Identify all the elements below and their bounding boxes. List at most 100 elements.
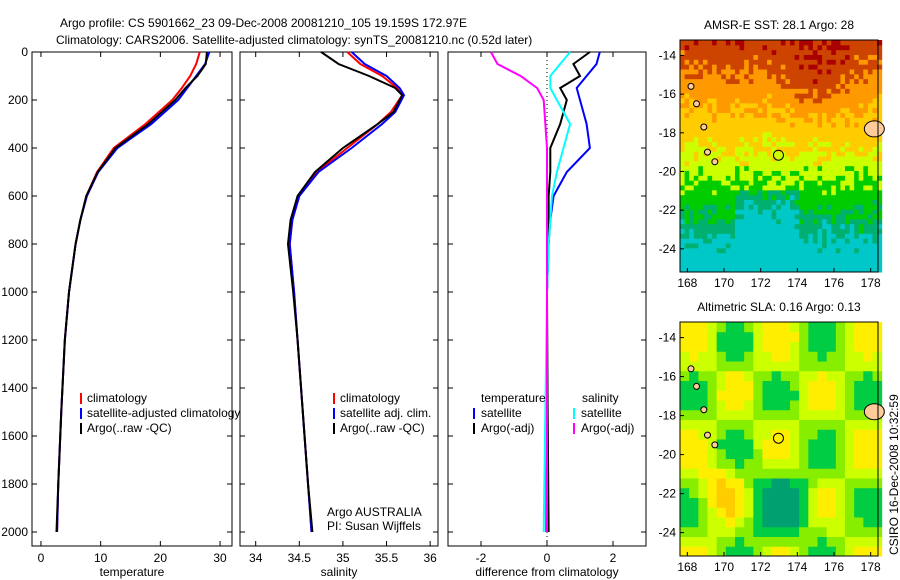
map-cell	[721, 93, 727, 99]
map-cell	[808, 44, 814, 51]
map-cell	[721, 151, 727, 157]
map-cell	[854, 88, 860, 94]
map-cell	[812, 223, 818, 229]
map-cell	[826, 54, 832, 60]
map-cell	[712, 40, 718, 46]
island-vanuatu	[700, 123, 708, 131]
map-cell	[744, 175, 750, 181]
map-cell	[803, 151, 809, 157]
y-tick-label: -14	[659, 331, 677, 345]
map-cell	[858, 238, 864, 244]
map-cell	[698, 117, 704, 123]
map-cell	[716, 448, 727, 459]
map-cell	[794, 257, 800, 263]
map-cell	[808, 361, 818, 372]
map-cell	[757, 107, 763, 113]
map-cell	[849, 136, 855, 142]
map-cell	[698, 468, 708, 479]
map-cell	[822, 199, 828, 205]
map-cell	[680, 341, 690, 352]
map-cell	[739, 199, 745, 205]
map-cell	[680, 127, 686, 133]
map-cell	[817, 49, 823, 55]
island-vanuatu	[693, 382, 700, 390]
map-cell	[867, 44, 873, 51]
map-cell	[739, 233, 745, 239]
x-axis-label: difference from climatology	[475, 565, 618, 579]
map-cell	[817, 107, 823, 113]
map-cell	[808, 429, 818, 440]
map-cell	[863, 331, 873, 342]
map-cell	[799, 223, 805, 229]
map-cell	[680, 88, 686, 94]
map-cell	[735, 93, 741, 99]
map-cell	[790, 507, 800, 518]
map-cell	[680, 361, 690, 372]
map-cell	[858, 180, 864, 186]
map-cell	[877, 194, 883, 200]
map-cell	[794, 165, 800, 171]
map-cell	[725, 243, 731, 249]
map-cell	[845, 78, 851, 84]
map-cell	[693, 189, 699, 196]
map-cell	[799, 507, 809, 518]
map-cell	[684, 156, 690, 162]
map-cell	[845, 131, 851, 138]
map-cell	[831, 93, 837, 99]
map-cell	[858, 122, 864, 128]
map-cell	[776, 146, 782, 152]
map-cell	[780, 165, 786, 171]
map-cell	[689, 93, 695, 99]
map-cell	[753, 228, 759, 234]
map-cell	[767, 49, 773, 55]
map-cell	[712, 98, 718, 104]
map-cell	[698, 175, 704, 181]
map-cell	[693, 54, 699, 60]
map-cell	[702, 49, 708, 55]
map-cell	[748, 252, 754, 258]
map-cell	[835, 267, 841, 273]
map-cell	[790, 69, 796, 75]
map-cell	[730, 267, 736, 273]
map-cell	[790, 478, 800, 489]
map-cell	[808, 228, 814, 234]
map-cell	[858, 98, 864, 104]
map-cell	[721, 223, 727, 229]
map-cell	[799, 458, 809, 469]
map-cell	[753, 380, 763, 391]
map-cell	[757, 247, 763, 254]
map-sla	[680, 322, 883, 557]
map-cell	[790, 223, 796, 229]
map-cell	[858, 156, 864, 162]
map-cell	[849, 117, 855, 123]
map-cell	[771, 262, 777, 268]
map-cell	[780, 83, 786, 89]
map-cell	[680, 536, 690, 547]
map-cell	[753, 257, 759, 263]
map-cell	[712, 112, 718, 118]
map-cell	[753, 209, 759, 215]
map-cell	[877, 267, 883, 273]
map-cell	[799, 331, 809, 342]
map-cell	[757, 223, 763, 229]
map-cell	[735, 146, 741, 152]
map-cell	[776, 69, 782, 75]
axes-frame-0	[31, 51, 233, 547]
map-cell	[753, 93, 759, 99]
map-cell	[680, 223, 686, 229]
map-cell	[794, 59, 800, 65]
map-cell	[680, 199, 686, 205]
map-cell	[776, 209, 782, 215]
map-cell	[858, 160, 864, 167]
map-cell	[748, 64, 754, 70]
map-cell	[735, 478, 745, 489]
map-cell	[863, 448, 873, 459]
map-cell	[684, 228, 690, 234]
map-cell	[803, 199, 809, 205]
map-cell	[753, 185, 759, 191]
map-cell	[867, 136, 873, 142]
map-cell	[739, 160, 745, 167]
map-cell	[707, 223, 713, 229]
x-tick-label: 30	[213, 551, 227, 565]
map-cell	[790, 390, 800, 401]
